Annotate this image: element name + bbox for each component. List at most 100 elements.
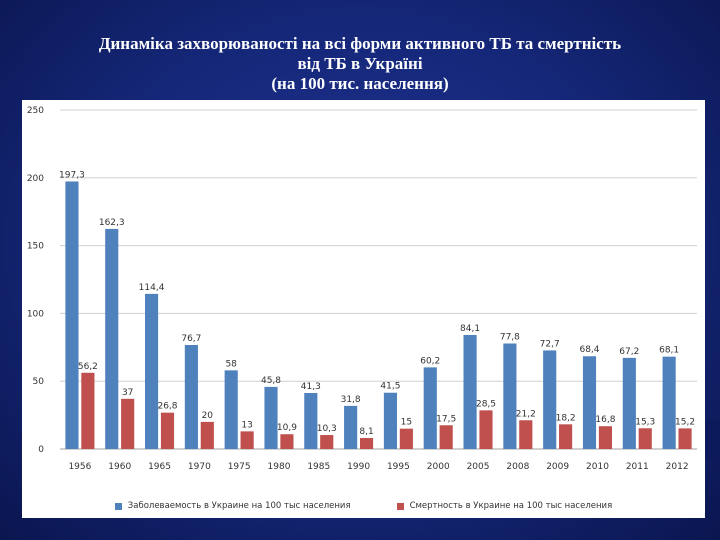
mortality-bar (81, 372, 95, 449)
mortality-data-label: 26,8 (157, 402, 177, 412)
incidence-data-label: 77,8 (500, 333, 520, 343)
x-tick-label: 1995 (387, 462, 410, 472)
y-tick-label: 50 (33, 377, 45, 387)
incidence-data-label: 84,1 (460, 324, 480, 334)
mortality-bar (519, 420, 533, 449)
incidence-bar (105, 228, 119, 449)
mortality-bar (320, 435, 334, 449)
incidence-data-label: 41,5 (380, 382, 400, 392)
mortality-data-label: 17,5 (436, 414, 456, 424)
mortality-data-label: 15,3 (635, 417, 655, 427)
x-tick-label: 1970 (188, 462, 211, 472)
legend-item-mortality: Смертность в Украине на 100 тыс населени… (396, 498, 613, 514)
mortality-data-label: 13 (241, 420, 252, 430)
x-tick-label: 2009 (546, 462, 569, 472)
slide-title: Динаміка захворюваності на всі форми акт… (0, 34, 720, 94)
mortality-bar (638, 428, 652, 449)
mortality-bar (479, 410, 493, 449)
legend-item-incidence: Заболеваемость в Украине на 100 тыс насе… (114, 498, 351, 514)
mortality-data-label: 16,8 (595, 415, 615, 425)
incidence-bar (423, 367, 437, 449)
incidence-bar (344, 405, 358, 449)
mortality-data-label: 10,9 (277, 423, 297, 433)
mortality-data-label: 28,5 (476, 399, 496, 409)
mortality-data-label: 8,1 (359, 427, 373, 437)
title-line-2: від ТБ в Україні (297, 54, 423, 73)
mortality-data-label: 15 (401, 418, 412, 428)
y-tick-label: 100 (27, 309, 44, 319)
incidence-data-label: 31,8 (341, 395, 361, 405)
mortality-bar (200, 421, 214, 449)
incidence-bar (304, 392, 318, 449)
mortality-data-label: 10,3 (317, 424, 337, 434)
incidence-bar (463, 334, 477, 449)
mortality-bar (359, 438, 374, 449)
incidence-data-label: 58 (225, 359, 237, 369)
slide-accent-strip (705, 420, 720, 460)
title-line-1: Динаміка захворюваності на всі форми акт… (98, 34, 622, 53)
incidence-data-label: 67,2 (619, 347, 639, 357)
incidence-bar (543, 350, 557, 449)
incidence-bar (503, 343, 517, 449)
incidence-data-label: 162,3 (99, 218, 125, 228)
incidence-bar (65, 181, 79, 450)
mortality-bar (240, 431, 254, 449)
x-tick-label: 1960 (108, 462, 131, 472)
mortality-data-label: 18,2 (556, 413, 576, 423)
mortality-bar (121, 398, 135, 449)
incidence-data-label: 72,7 (540, 339, 560, 349)
mortality-data-label: 21,2 (516, 409, 536, 419)
chart-panel: 0 50 100 150 200 250 197,3 56,2 1956 162,3 37 1960 1… (22, 100, 705, 518)
incidence-data-label: 68,4 (579, 345, 599, 355)
x-tick-label: 2005 (467, 462, 490, 472)
incidence-bar (264, 386, 278, 449)
incidence-data-label: 68,1 (659, 346, 679, 356)
x-tick-label: 2011 (626, 462, 649, 472)
chart-plot: 0 50 100 150 200 250 197,3 56,2 1956 162,3 37 1960 1… (27, 106, 697, 472)
mortality-bar (598, 426, 613, 449)
incidence-bar (224, 370, 238, 449)
incidence-bar (622, 357, 636, 449)
x-tick-label: 2000 (427, 462, 450, 472)
incidence-bar (184, 344, 198, 449)
x-tick-label: 2010 (586, 462, 609, 472)
mortality-data-label: 15,2 (675, 417, 695, 427)
incidence-bar (383, 392, 398, 449)
y-tick-label: 250 (27, 106, 44, 116)
x-tick-label: 1956 (68, 462, 91, 472)
mortality-bar (678, 428, 692, 449)
y-tick-label: 150 (27, 242, 44, 252)
incidence-data-label: 45,8 (261, 376, 281, 386)
incidence-bar (662, 356, 676, 449)
incidence-data-label: 114,4 (139, 283, 165, 293)
x-tick-label: 2008 (506, 462, 529, 472)
title-line-3: (на 100 тис. населення) (271, 74, 449, 93)
x-tick-label: 1975 (228, 462, 251, 472)
legend-swatch-mortality (396, 502, 404, 510)
mortality-bar (399, 428, 413, 449)
legend-swatch-incidence (114, 502, 122, 510)
incidence-data-label: 76,7 (181, 334, 201, 344)
x-tick-label: 1980 (268, 462, 291, 472)
y-tick-label: 200 (27, 174, 44, 184)
legend-label-incidence: Заболеваемость в Украине на 100 тыс насе… (127, 501, 351, 511)
x-tick-label: 2012 (666, 462, 689, 472)
mortality-data-label: 20 (202, 411, 214, 421)
x-tick-label: 1965 (148, 462, 171, 472)
x-tick-label: 1985 (307, 462, 330, 472)
incidence-data-label: 41,3 (301, 382, 321, 392)
incidence-bar (144, 293, 159, 449)
mortality-data-label: 56,2 (78, 362, 98, 372)
chart-legend: Заболеваемость в Украине на 100 тыс насе… (22, 498, 705, 514)
incidence-data-label: 60,2 (420, 356, 440, 366)
mortality-bar (439, 425, 453, 449)
x-tick-label: 1990 (347, 462, 370, 472)
mortality-bar (280, 434, 294, 449)
mortality-bar (160, 412, 175, 449)
incidence-data-label: 197,3 (59, 170, 85, 180)
legend-label-mortality: Смертность в Украине на 100 тыс населени… (409, 501, 613, 511)
incidence-bar (582, 356, 597, 449)
mortality-data-label: 37 (122, 388, 133, 398)
y-tick-label: 0 (38, 445, 44, 455)
mortality-bar (559, 424, 573, 449)
